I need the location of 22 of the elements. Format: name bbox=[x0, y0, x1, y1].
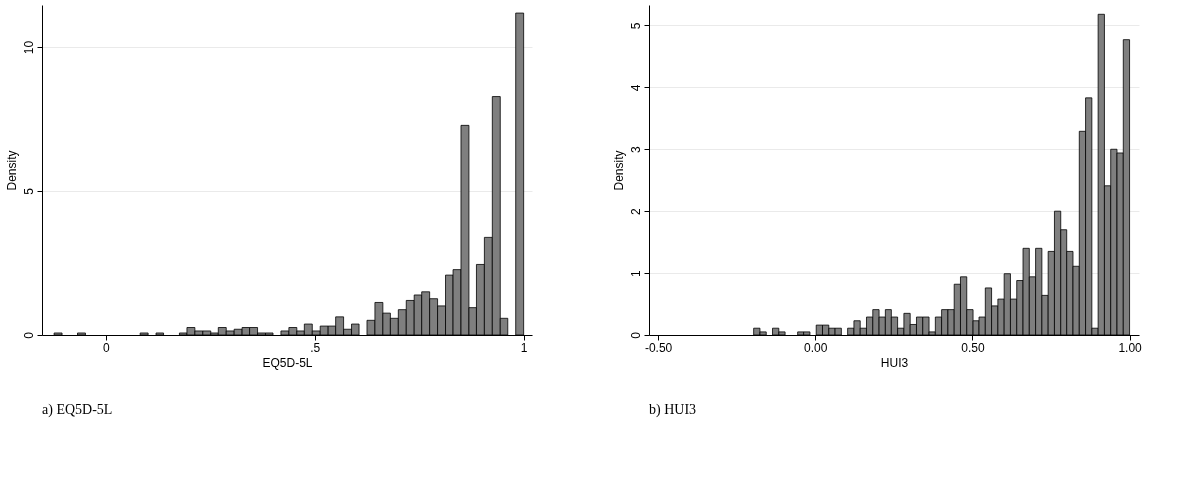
y-tick-label: 5 bbox=[628, 22, 643, 30]
x-tick-label: 0 bbox=[103, 340, 111, 355]
x-axis-title: HUI3 bbox=[880, 355, 909, 370]
x-tick-label: 0.50 bbox=[961, 340, 985, 355]
y-axis-title: Density bbox=[4, 150, 19, 191]
text: a) EQ5D-5L bbox=[42, 402, 113, 418]
x-axis-title: EQ5D-5L bbox=[262, 355, 313, 370]
text: b) HUI3 bbox=[649, 402, 697, 418]
y-tick-label: 2 bbox=[628, 208, 643, 216]
x-tick-label: .5 bbox=[310, 340, 321, 355]
y-tick-label: 3 bbox=[628, 146, 643, 154]
y-tick-label: 5 bbox=[21, 187, 36, 195]
x-tick-label: 1.00 bbox=[1118, 340, 1143, 355]
x-tick-label: 1 bbox=[520, 340, 528, 355]
y-tick-label: 10 bbox=[21, 40, 36, 55]
y-tick-label: 4 bbox=[628, 84, 643, 92]
y-axis-title: Density bbox=[611, 150, 626, 191]
y-tick-label: 0 bbox=[21, 331, 36, 339]
y-tick-label: 0 bbox=[628, 331, 643, 339]
y-tick-label: 1 bbox=[628, 269, 643, 277]
x-tick-label: 0.00 bbox=[804, 340, 828, 355]
x-tick-label: -0.50 bbox=[644, 340, 673, 355]
